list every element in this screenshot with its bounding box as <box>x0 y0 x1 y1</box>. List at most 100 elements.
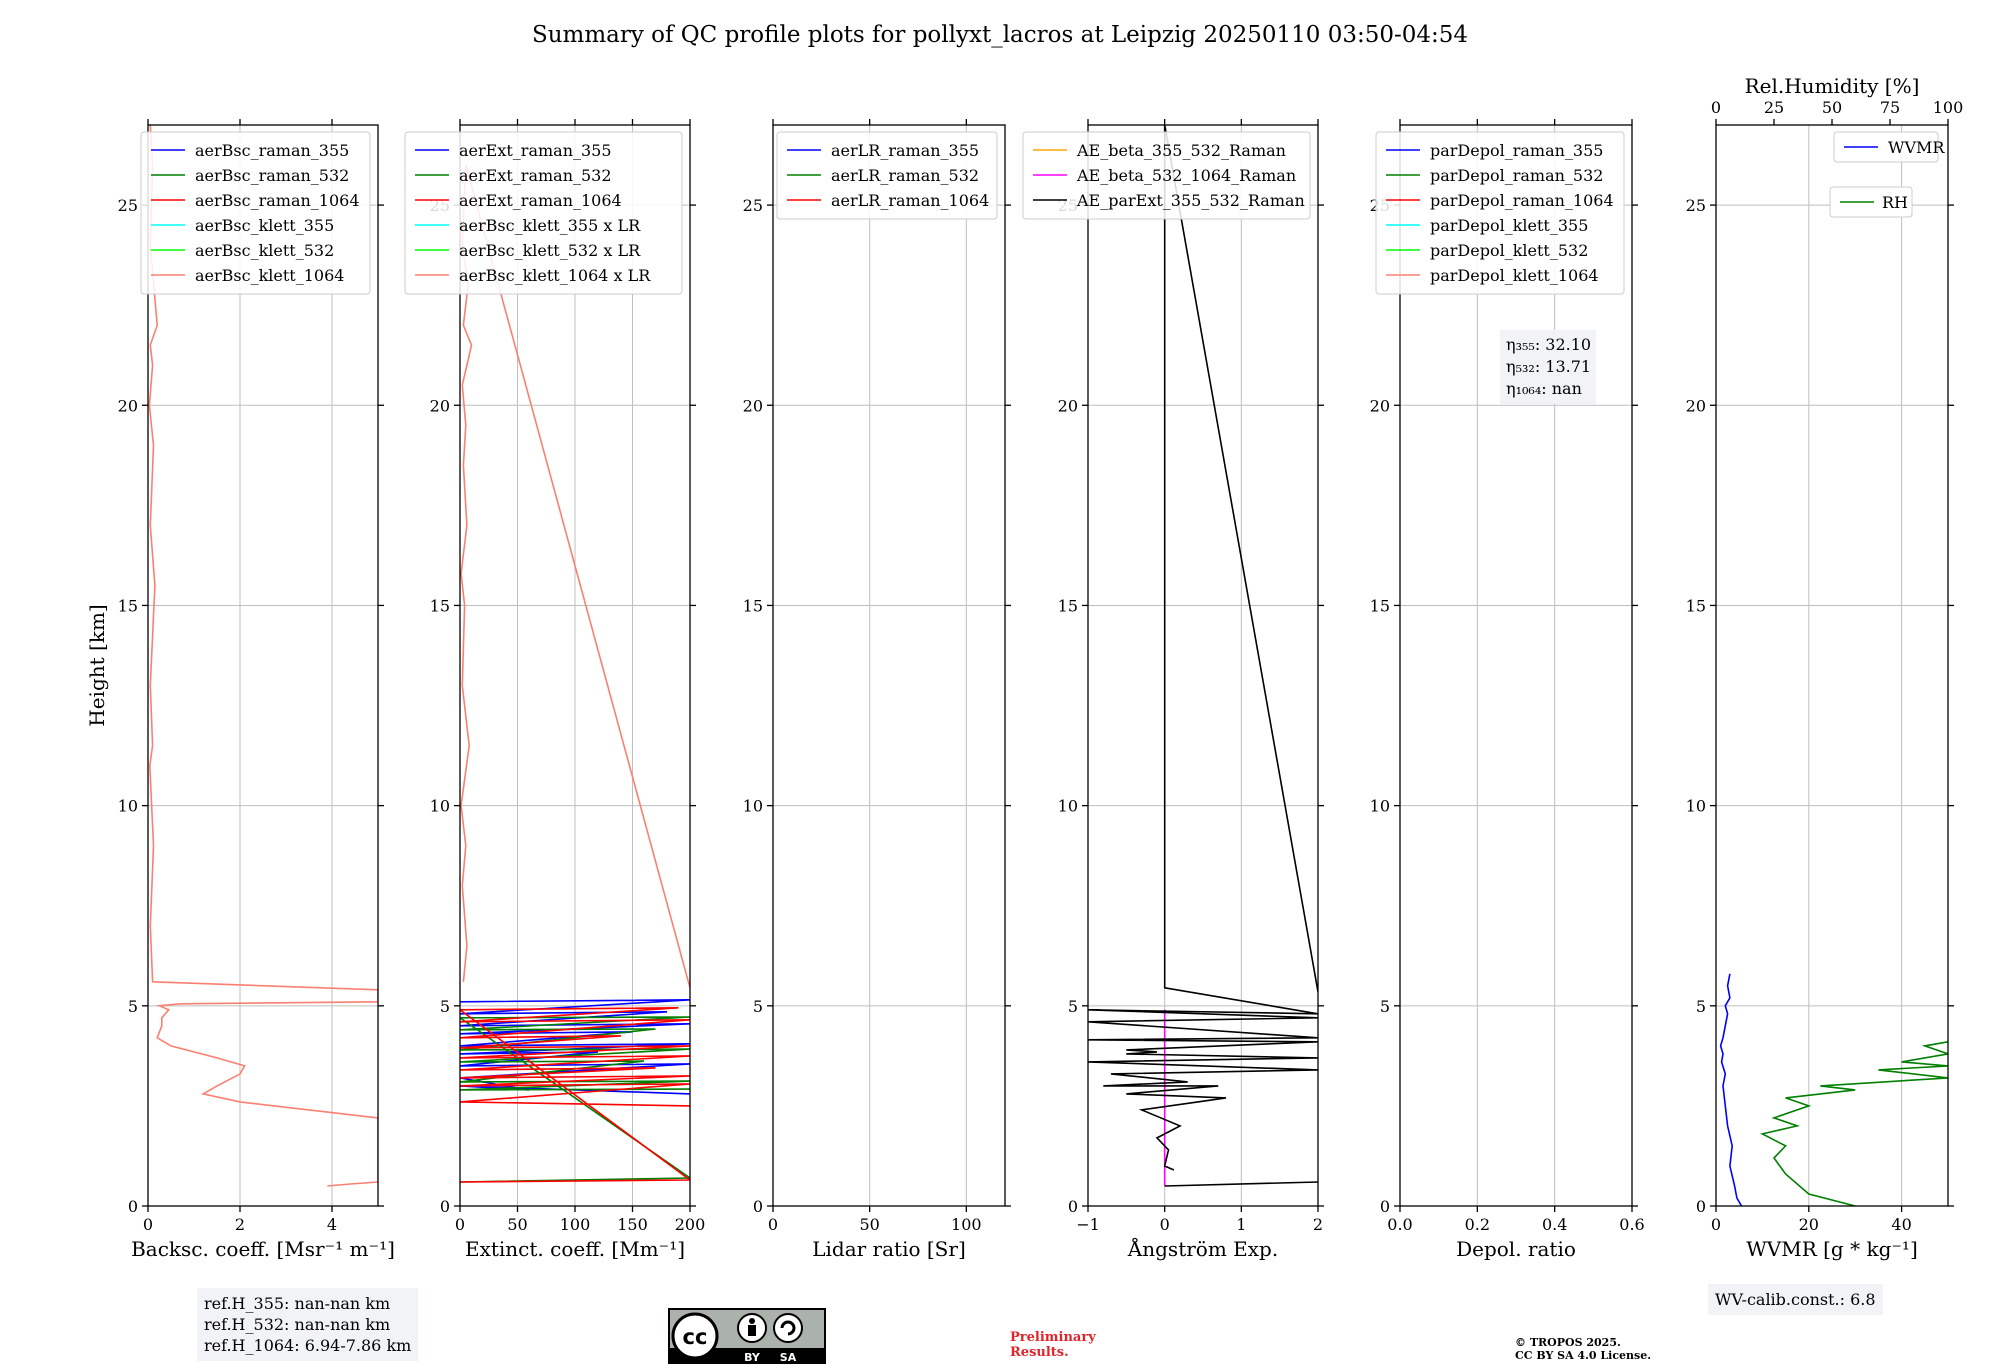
x-tick-label: 4 <box>327 1215 337 1234</box>
data-layer <box>148 125 378 1187</box>
axes-frame <box>1399 124 1633 1207</box>
y-tick-label: 20 <box>1058 396 1078 415</box>
y-tick-label: 0 <box>1380 1197 1390 1216</box>
y-tick-label: 15 <box>430 596 450 615</box>
top-x-tick-label: 100 <box>1933 98 1964 117</box>
x-tick-label: 100 <box>560 1215 591 1234</box>
legend-label: parDepol_klett_532 <box>1430 241 1588 260</box>
x-tick-label: 200 <box>675 1215 706 1234</box>
top-x-tick-label: 0 <box>1711 98 1721 117</box>
legend-label: aerExt_raman_532 <box>459 166 612 185</box>
x-axis-label: Depol. ratio <box>1456 1237 1576 1261</box>
series-line-aerBsc_klett_1064 <box>148 125 378 1187</box>
legend-label: aerBsc_klett_1064 x LR <box>459 266 651 285</box>
legend: aerBsc_raman_355 aerBsc_raman_532 aerBsc_r… <box>140 131 371 295</box>
legend-label: aerLR_raman_532 <box>831 166 979 185</box>
x-tick-label: 1 <box>1236 1215 1246 1234</box>
legend-label: parDepol_raman_532 <box>1430 166 1603 185</box>
x-tick-label: 100 <box>951 1215 982 1234</box>
legend-box <box>1375 131 1625 295</box>
y-tick-label: 0 <box>1068 1197 1078 1216</box>
top-x-axis-label: Rel.Humidity [%] <box>1745 74 1920 98</box>
eta-text: η₁₀₆₄: nan <box>1506 379 1582 398</box>
y-tick-label: 10 <box>430 797 450 816</box>
copyright-line2: CC BY SA 4.0 License. <box>1515 1349 1652 1362</box>
legend-box <box>1022 131 1311 220</box>
x-tick-label: −1 <box>1076 1215 1100 1234</box>
panel-extinction: 0510152025050100150200Extinct. coeff. [M… <box>404 119 706 1261</box>
data-layer <box>1719 973 1948 1206</box>
wv-calib-text: WV-calib.const.: 6.8 <box>1715 1290 1876 1309</box>
legend-label: aerBsc_raman_355 <box>195 141 349 160</box>
eta-text: η₅₃₂: 13.71 <box>1506 357 1591 376</box>
panel-water-vapor: 0 5 10 15 20 25 0 20 40 0 25 50 75 100 Rel.Humidity [%… <box>1686 74 1964 1261</box>
y-tick-label: 20 <box>118 396 138 415</box>
y-tick-label: 5 <box>1380 997 1390 1016</box>
figure-title: Summary of QC profile plots for pollyxt_… <box>531 22 1469 48</box>
legend: aerLR_raman_355 aerLR_raman_532 aerLR_rama… <box>776 131 998 220</box>
x-tick-label: 0 <box>455 1215 465 1234</box>
legend-label: AE_beta_355_532_Raman <box>1076 141 1286 160</box>
x-tick-label: 50 <box>859 1215 879 1234</box>
legend-label: AE_beta_532_1064_Raman <box>1076 166 1296 185</box>
legend-label: RH <box>1882 193 1908 212</box>
x-tick-label: 2 <box>1313 1215 1323 1234</box>
series-line-AE_parExt_355_532_Raman <box>1164 1181 1318 1187</box>
y-tick-label: 25 <box>743 196 763 215</box>
cc-by-label: BY <box>744 1351 761 1364</box>
x-axis-label: Lidar ratio [Sr] <box>812 1237 966 1261</box>
y-tick-label: 5 <box>753 997 763 1016</box>
y-tick-label: 15 <box>1058 596 1078 615</box>
y-tick-label: 10 <box>1058 797 1078 816</box>
legend-box <box>776 131 998 220</box>
y-tick-label: 15 <box>1686 596 1706 615</box>
legend-label: parDepol_raman_355 <box>1430 141 1603 160</box>
legend: aerExt_raman_355 aerExt_raman_532 aerExt_r… <box>404 131 683 295</box>
preliminary-line1: Preliminary <box>1010 1330 1096 1345</box>
axes-frame <box>1087 124 1319 1207</box>
legend-label: aerBsc_klett_532 x LR <box>459 241 641 260</box>
series-line-RH <box>1760 1041 1948 1206</box>
y-tick-label: 0 <box>440 1197 450 1216</box>
cc-license-badge: cc BY SA <box>668 1308 826 1364</box>
refh-532-text: ref.H_532: nan-nan km <box>204 1315 391 1334</box>
y-tick-label: 5 <box>1068 997 1078 1016</box>
top-x-tick-label: 75 <box>1880 98 1900 117</box>
x-tick-label: 50 <box>507 1215 527 1234</box>
y-tick-label: 20 <box>743 396 763 415</box>
axes-frame <box>147 124 379 1207</box>
y-tick-label: 10 <box>118 797 138 816</box>
x-tick-label: 0 <box>1160 1215 1170 1234</box>
cc-sa-label: SA <box>780 1351 797 1364</box>
preliminary-line2: Results. <box>1010 1345 1069 1360</box>
panel-lidar-ratio: 0 5 10 15 20 25 0 50 100 Lidar ratio [Sr] aerLR_ra… <box>743 119 1011 1261</box>
series-line-aerExt_raman_532 <box>460 1016 690 1183</box>
legend-label: aerBsc_klett_355 <box>195 216 334 235</box>
y-tick-label: 5 <box>440 997 450 1016</box>
y-tick-label: 15 <box>118 596 138 615</box>
legend-label: aerBsc_klett_1064 <box>195 266 344 285</box>
x-tick-label: 20 <box>1799 1215 1819 1234</box>
y-tick-label: 5 <box>128 997 138 1016</box>
eta-box-bg <box>1500 330 1596 404</box>
y-tick-label: 0 <box>1696 1197 1706 1216</box>
x-tick-label: 40 <box>1891 1215 1911 1234</box>
axes-frame <box>1715 124 1949 1207</box>
y-tick-label: 0 <box>128 1197 138 1216</box>
copyright-note: © TROPOS 2025. CC BY SA 4.0 License. <box>1515 1336 1651 1362</box>
legend-label: aerBsc_raman_1064 <box>195 191 360 210</box>
legend-label: aerBsc_klett_355 x LR <box>459 216 641 235</box>
y-tick-label: 15 <box>1370 596 1390 615</box>
wv-calib-box: WV-calib.const.: 6.8 <box>1708 1284 1883 1315</box>
x-axis-label: Extinct. coeff. [Mm⁻¹] <box>465 1237 685 1261</box>
y-tick-label: 0 <box>753 1197 763 1216</box>
y-tick-label: 25 <box>1686 196 1706 215</box>
eta-text: η₃₅₅: 32.10 <box>1506 335 1591 354</box>
x-axis-label: Backsc. coeff. [Msr⁻¹ m⁻¹] <box>131 1237 395 1261</box>
y-tick-label: 20 <box>1370 396 1390 415</box>
legend-label: parDepol_klett_1064 <box>1430 266 1599 285</box>
legend-label: parDepol_raman_1064 <box>1430 191 1614 210</box>
legend-label: aerLR_raman_355 <box>831 141 979 160</box>
legend-label: aerExt_raman_355 <box>459 141 612 160</box>
legend-box <box>1833 131 1939 163</box>
